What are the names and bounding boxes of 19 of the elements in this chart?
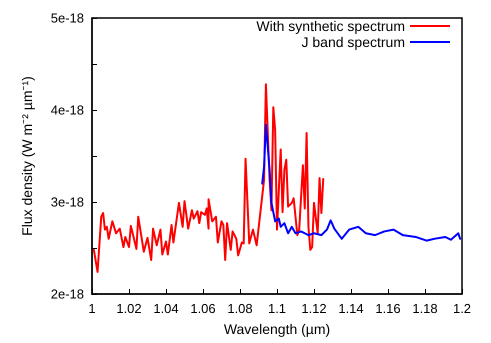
- x-tick-label: 1.18: [412, 301, 438, 316]
- x-axis-title: Wavelength (µm): [224, 321, 330, 337]
- y-axis-title: Flux density (W m⁻² µm⁻¹): [19, 76, 35, 236]
- x-tick-label: 1.08: [227, 301, 253, 316]
- legend-label: J band spectrum: [302, 34, 405, 50]
- x-tick-label: 1.1: [268, 301, 286, 316]
- legend-label: With synthetic spectrum: [256, 18, 405, 34]
- x-tick-label: 1.12: [301, 301, 327, 316]
- y-tick-label: 2e-18: [50, 286, 84, 302]
- x-tick-label: 1.02: [116, 301, 142, 316]
- x-tick-label: 1.06: [190, 301, 216, 316]
- x-tick-label: 1.14: [338, 301, 364, 316]
- y-tick-label: 4e-18: [50, 102, 84, 118]
- x-tick-label: 1.04: [153, 301, 179, 316]
- x-tick-label: 1.16: [375, 301, 401, 316]
- y-tick-label: 5e-18: [50, 10, 84, 26]
- x-tick-label: 1.2: [452, 301, 472, 316]
- y-tick-label: 3e-18: [50, 194, 84, 210]
- x-tick-label: 1: [88, 301, 96, 316]
